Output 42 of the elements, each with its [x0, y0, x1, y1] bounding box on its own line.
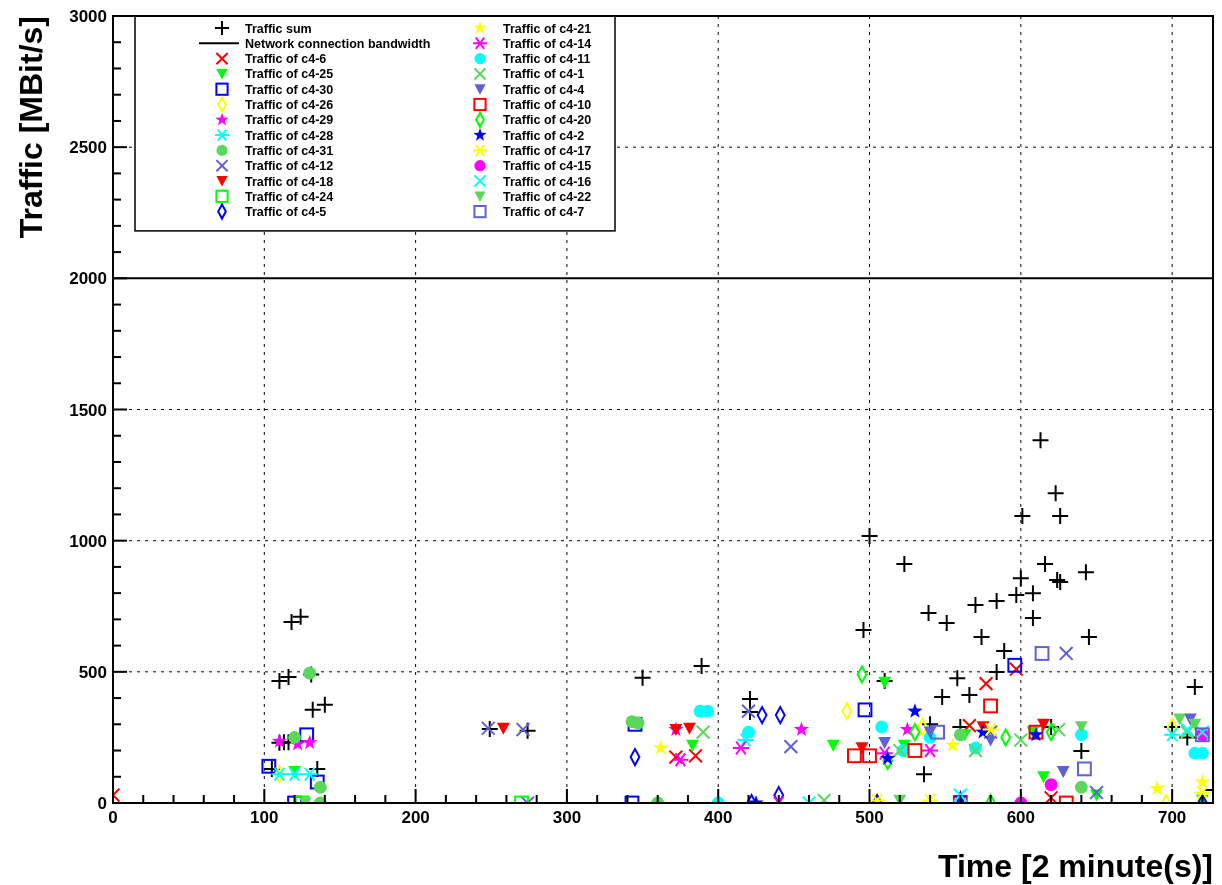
- legend-label: Network connection bandwidth: [245, 36, 431, 51]
- y-tick-label: 1500: [69, 400, 107, 420]
- legend-label: Traffic of c4-17: [503, 143, 592, 158]
- legend-label: Traffic of c4-31: [245, 143, 334, 158]
- legend-label: Traffic of c4-4: [503, 82, 585, 97]
- legend-label: Traffic of c4-10: [503, 98, 592, 112]
- legend-label: Traffic of c4-25: [245, 67, 334, 82]
- legend-label: Traffic of c4-21: [503, 21, 592, 36]
- legend-label: Traffic of c4-22: [503, 189, 592, 204]
- legend-label: Traffic of c4-29: [245, 113, 334, 128]
- legend-label: Traffic of c4-6: [245, 52, 327, 67]
- x-tick-label: 500: [855, 808, 884, 827]
- legend-label: Traffic of c4-14: [503, 36, 592, 51]
- legend-label: Traffic of c4-12: [245, 159, 334, 174]
- legend-label: Traffic of c4-1: [503, 67, 585, 82]
- legend-label: Traffic sum: [245, 21, 312, 36]
- legend-label: Traffic of c4-20: [503, 113, 592, 128]
- legend-label: Traffic of c4-26: [245, 98, 334, 112]
- x-tick-label: 200: [401, 808, 430, 827]
- y-tick-label: 0: [97, 794, 107, 813]
- y-tick-label: 2000: [69, 269, 107, 289]
- legend-label: Traffic of c4-11: [503, 52, 591, 67]
- y-tick-label: 2500: [69, 138, 107, 158]
- y-tick-label: 3000: [69, 7, 107, 26]
- legend-label: Traffic of c4-28: [245, 128, 334, 143]
- legend-label: Traffic of c4-5: [245, 205, 327, 220]
- x-tick-label: 300: [552, 808, 582, 827]
- y-tick-label: 1000: [69, 531, 107, 551]
- y-tick-label: 500: [78, 662, 107, 682]
- x-tick-label: 600: [1006, 808, 1036, 827]
- x-axis-title: Time [2 minute(s)]: [938, 848, 1213, 884]
- legend-label: Traffic of c4-15: [503, 159, 592, 174]
- legend-label: Traffic of c4-7: [503, 205, 585, 220]
- legend-label: Traffic of c4-30: [245, 82, 334, 97]
- legend-label: Traffic of c4-18: [245, 174, 334, 189]
- legend-label: Traffic of c4-16: [503, 174, 592, 189]
- legend-label: Traffic of c4-2: [503, 128, 585, 143]
- y-axis-title: Traffic [MBit/s]: [13, 16, 49, 239]
- x-tick-label: 100: [250, 808, 279, 827]
- x-tick-label: 400: [704, 808, 733, 827]
- x-tick-label: 700: [1157, 808, 1187, 827]
- legend-label: Traffic of c4-24: [245, 189, 334, 204]
